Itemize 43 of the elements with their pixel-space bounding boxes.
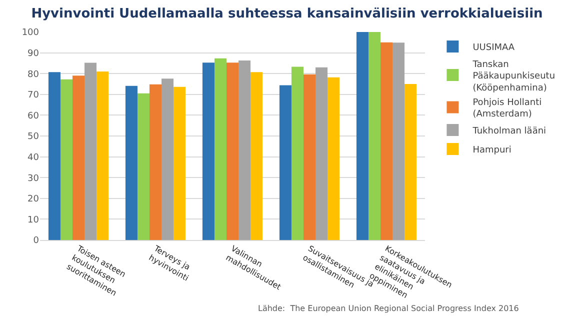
bar [137, 93, 150, 240]
y-tick-label: 30 [28, 174, 40, 184]
bar [84, 62, 97, 240]
bar [380, 42, 393, 240]
bar [125, 86, 138, 240]
text: Lähde: The European Union Regional Social Progress Index 2016 [258, 304, 519, 313]
y-tick-label: 80 [28, 70, 40, 80]
bar [356, 32, 368, 240]
legend-label: UUSIMAA [472, 43, 516, 54]
y-tick-label: 40 [28, 152, 40, 163]
bar [202, 62, 214, 240]
bar [226, 62, 239, 240]
bar [279, 85, 292, 240]
bar [149, 84, 162, 240]
bar [174, 86, 186, 240]
y-tick-label: 10 [28, 215, 40, 226]
bar [96, 72, 109, 240]
bar [214, 58, 226, 240]
y-tick-label: 20 [28, 194, 40, 205]
bar [60, 79, 72, 240]
bar [162, 78, 174, 240]
bar [291, 66, 304, 240]
bar [392, 42, 405, 240]
bar [316, 67, 328, 240]
legend-label: Tukholman lääni [472, 126, 546, 137]
bar [238, 60, 251, 240]
bar [303, 74, 316, 240]
legend-label: Hampuri [472, 146, 512, 156]
bar [404, 84, 417, 240]
y-tick-label: 60 [28, 111, 40, 122]
chart-title: Hyvinvointi Uudellamaalla suhteessa kansainvälisiin verrokkialueisiin [31, 6, 543, 22]
bar [328, 77, 340, 240]
y-tick-label: 70 [28, 90, 40, 101]
y-tick-label: 90 [28, 48, 40, 59]
legend-label: Tanskan Pääkaupunkiseutu (Kööpenhamina) [472, 60, 556, 94]
legend-label: Pohjois Hollanti (Amsterdam) [472, 98, 542, 120]
y-tick-label: 50 [28, 132, 40, 142]
bar [368, 32, 380, 240]
bar [250, 72, 263, 240]
y-tick-label: 100 [22, 28, 40, 38]
bar [72, 76, 85, 240]
bar [48, 72, 60, 240]
y-tick-label: 0 [33, 236, 40, 246]
